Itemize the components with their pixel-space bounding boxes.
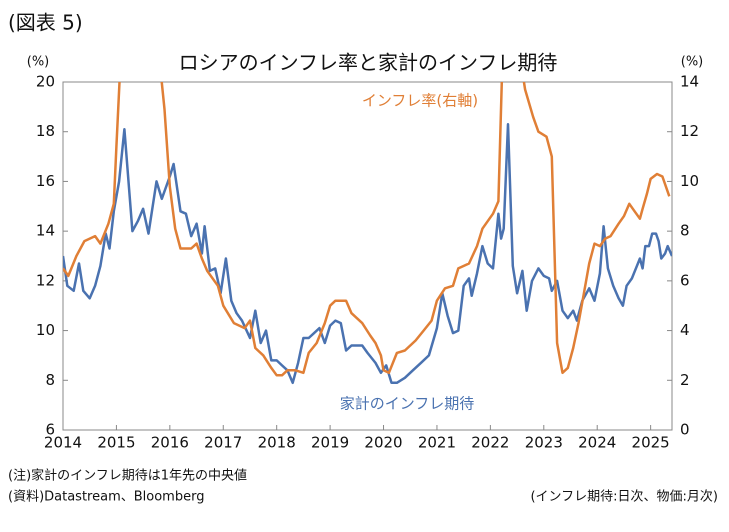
x-tick-label: 2021 [418, 434, 456, 452]
x-tick-label: 2017 [204, 434, 242, 452]
x-tick-label: 2014 [44, 434, 82, 452]
y-tick-label: 14 [36, 222, 55, 240]
y-unit: (%) [27, 55, 50, 70]
x-tick-label: 2024 [578, 434, 616, 452]
x-tick-label: 2018 [258, 434, 296, 452]
y-tick-label: 16 [36, 172, 55, 190]
x-tick-label: 2019 [311, 434, 349, 452]
y-tick-label: 20 [36, 73, 55, 91]
y-tick-label: 6 [45, 421, 55, 439]
y-tick-label: 10 [36, 321, 55, 339]
x-tick-label: 2015 [97, 434, 135, 452]
x-tick-label: 2022 [471, 434, 509, 452]
y2-unit: (%) [681, 55, 704, 70]
y2-tick-label: 10 [680, 172, 699, 190]
y2-tick-label: 14 [680, 73, 699, 91]
x-tick-label: 2020 [364, 434, 402, 452]
x-tick-label: 2016 [151, 434, 189, 452]
x-tick-label: 2023 [525, 434, 563, 452]
y-tick-label: 8 [45, 371, 55, 389]
y-tick-label: 12 [36, 271, 55, 289]
y2-tick-label: 2 [680, 371, 690, 389]
annotation: インフレ率(右軸) [362, 92, 478, 110]
y2-tick-label: 8 [680, 222, 690, 240]
footnote: (資料)Datastream、Bloomberg [8, 490, 204, 505]
series-line [63, 82, 671, 377]
plot-frame [62, 81, 673, 431]
y2-tick-label: 12 [680, 122, 699, 140]
y2-tick-label: 0 [680, 421, 690, 439]
annotation: 家計のインフレ期待 [340, 395, 475, 413]
y-tick-label: 18 [36, 122, 55, 140]
y2-tick-label: 4 [680, 321, 690, 339]
chart-title: ロシアのインフレ率と家計のインフレ期待 [179, 51, 558, 75]
series-line [63, 123, 672, 385]
x-tick-label: 2025 [632, 434, 670, 452]
y2-tick-label: 6 [680, 271, 690, 289]
footnote: (インフレ期待:日次、物価:月次) [530, 489, 718, 505]
figure-label: (図表 5) [8, 11, 83, 35]
footnote: (注)家計のインフレ期待は1年先の中央値 [8, 468, 247, 484]
